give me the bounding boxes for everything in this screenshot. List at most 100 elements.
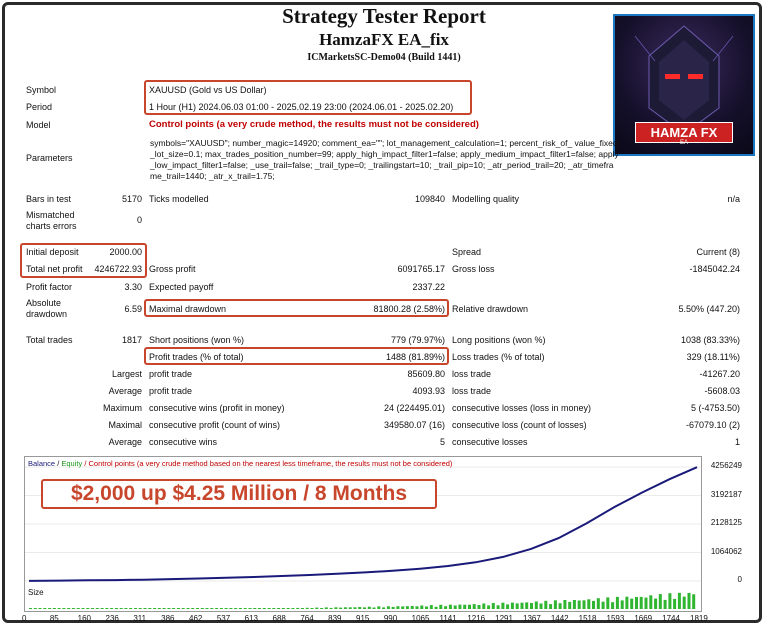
size-bar	[334, 607, 338, 609]
size-bar	[520, 602, 524, 609]
size-bar	[668, 593, 672, 609]
size-bar	[382, 607, 386, 609]
logo-sub: EA	[679, 140, 688, 146]
size-bar	[324, 607, 328, 609]
size-bar	[176, 608, 180, 609]
size-bar	[673, 598, 677, 609]
maxcl-label: consecutive losses (loss in money)	[452, 403, 592, 413]
size-bar	[138, 608, 142, 609]
x-tick-label: 311	[133, 614, 147, 623]
size-bar	[329, 607, 333, 609]
size-bar	[515, 603, 519, 609]
params-value: symbols="XAUUSD"; number_magic=14920; co…	[150, 138, 619, 181]
size-bar	[238, 608, 242, 609]
x-tick-label: 1065	[411, 614, 430, 623]
size-bar	[305, 607, 309, 609]
profit-trades-label: Profit trades (% of total)	[149, 352, 244, 362]
x-tick-label: 0	[22, 614, 27, 623]
x-tick-label: 1442	[550, 614, 569, 623]
size-bar	[468, 604, 471, 609]
size-bar	[429, 605, 433, 609]
report-title: Strategy Tester Report	[282, 4, 486, 28]
x-tick-label: 1291	[495, 614, 513, 623]
size-bar	[205, 608, 209, 609]
size-bar	[219, 608, 223, 609]
size-bar	[439, 604, 443, 609]
size-bar	[43, 608, 47, 609]
size-bar	[248, 608, 252, 609]
legend-control: / Control points (a very crude method ba…	[82, 459, 453, 468]
x-tick-label: 1518	[578, 614, 597, 623]
trades-label: Total trades	[26, 335, 73, 345]
size-bar	[119, 608, 123, 609]
legend-sep: /	[55, 459, 62, 468]
symbol-label: Symbol	[26, 85, 57, 95]
size-bar	[582, 600, 586, 609]
grossloss-value: -1845042.24	[689, 264, 740, 274]
size-bar	[630, 598, 634, 609]
size-bar	[663, 599, 667, 609]
largest-lt-label: loss trade	[452, 369, 492, 379]
size-bar	[320, 608, 324, 609]
size-bar	[243, 608, 247, 609]
size-bar	[458, 604, 462, 609]
size-bar	[196, 608, 199, 609]
maxdd-highlight	[144, 299, 449, 317]
size-bar	[200, 608, 204, 609]
size-bar	[258, 608, 261, 609]
size-bar	[563, 600, 567, 609]
avgcl-value: 1	[734, 437, 740, 447]
size-bar	[568, 601, 572, 609]
grossloss-label: Gross loss	[452, 264, 495, 274]
size-bar	[644, 597, 648, 609]
x-tick-label: 688	[272, 614, 286, 623]
size-bar	[95, 608, 99, 609]
deposit-label: Initial deposit	[26, 247, 79, 257]
size-bar	[100, 608, 104, 609]
size-bar	[62, 608, 66, 609]
size-bar	[510, 602, 514, 609]
size-bar	[572, 600, 576, 609]
ticks-value: 109840	[414, 194, 445, 204]
size-bar	[491, 603, 495, 609]
legend-equity: Equity	[61, 459, 83, 468]
absdd-value: 6.59	[124, 304, 142, 314]
size-bar	[281, 608, 285, 609]
size-bar	[477, 605, 481, 609]
size-bar	[148, 608, 152, 609]
x-tick-label: 85	[49, 614, 59, 623]
size-bar	[615, 596, 619, 609]
size-bar	[134, 608, 137, 609]
robot-icon	[634, 25, 734, 135]
size-bar	[114, 608, 118, 609]
maxcl-value: 5 (-4753.50)	[690, 403, 740, 413]
size-bar	[162, 608, 166, 609]
payoff-value: 2337.22	[412, 282, 445, 292]
size-bar	[81, 608, 85, 609]
profit-trades-highlight	[144, 347, 449, 365]
maxcp-value: 349580.07 (16)	[383, 420, 445, 430]
short-value: 779 (79.97%)	[390, 335, 445, 345]
absdd-label-1: Absolute	[26, 298, 62, 308]
maxdd-label: Maximal drawdown	[149, 304, 227, 314]
size-chart	[24, 586, 702, 612]
average-label: Average	[108, 386, 142, 396]
size-bar	[91, 608, 94, 609]
long-label: Long positions (won %)	[452, 335, 546, 345]
size-bar	[677, 592, 681, 609]
params-label: Parameters	[26, 153, 73, 163]
maxcp-label: consecutive profit (count of wins)	[149, 420, 281, 430]
maxclc-value: -67079.10 (2)	[685, 420, 740, 430]
x-tick-label: 236	[105, 614, 119, 623]
size-bar	[76, 608, 80, 609]
logo-text: HAMZA FX	[635, 122, 733, 143]
size-bar	[534, 601, 538, 609]
size-bar	[339, 607, 343, 609]
chart-legend: Balance / Equity / Control points (a ver…	[28, 459, 452, 468]
size-bar	[539, 603, 543, 609]
x-tick-label: 1819	[690, 614, 708, 623]
size-bar	[267, 608, 271, 609]
size-bar	[396, 606, 400, 609]
size-bar	[210, 608, 214, 609]
deposit-profit-highlight	[20, 243, 147, 278]
